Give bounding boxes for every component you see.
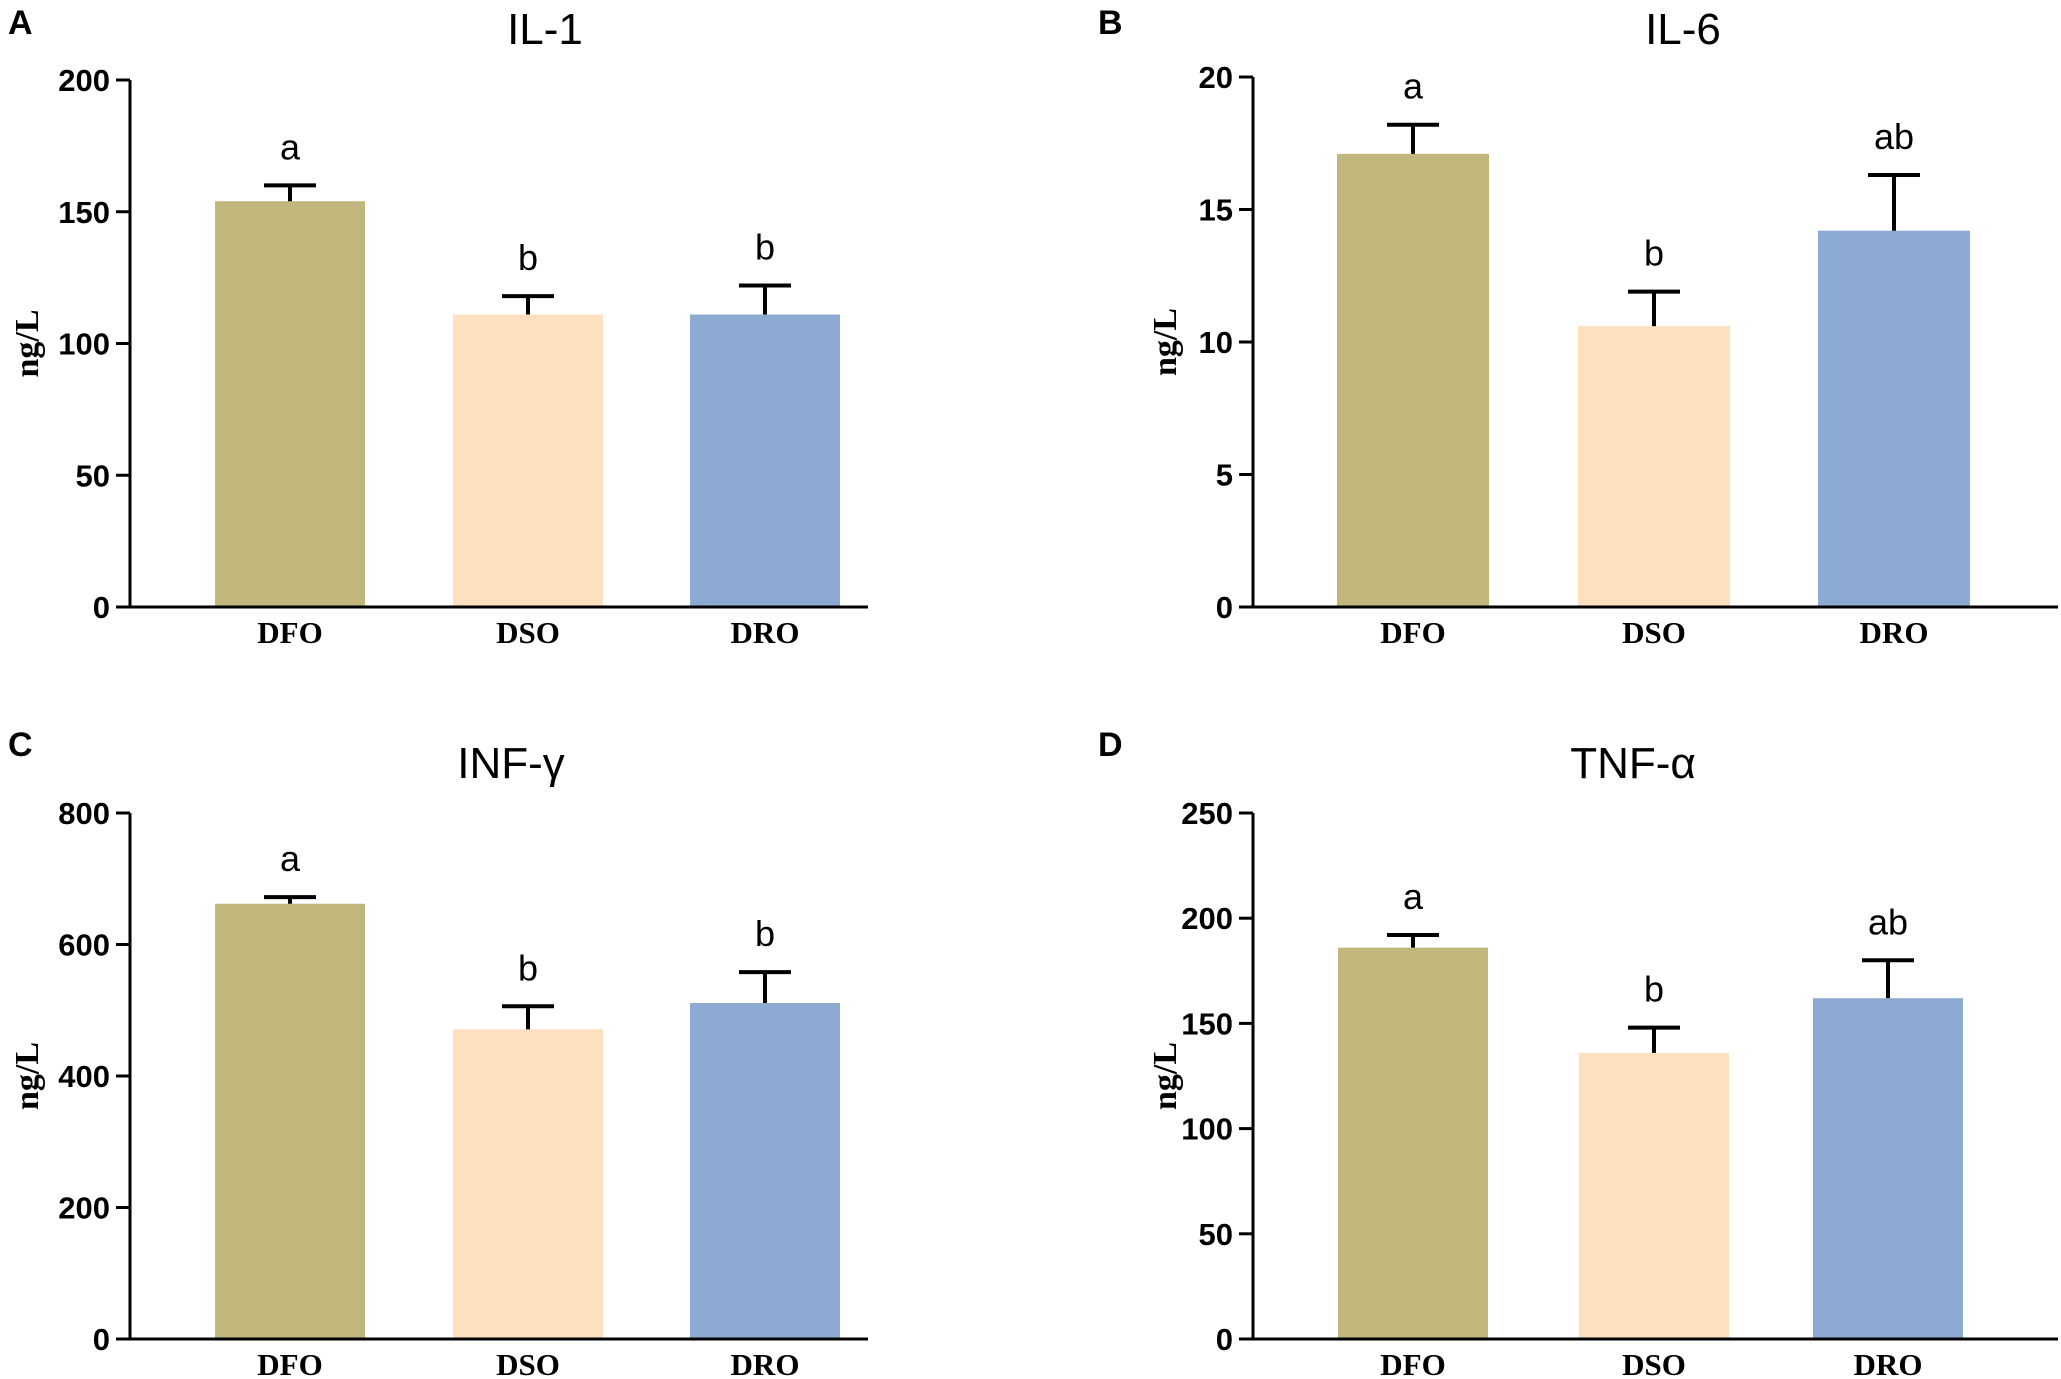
y-tick-label: 200: [58, 1191, 110, 1226]
y-axis-label: ng/L: [9, 1042, 46, 1110]
y-tick-label: 5: [1216, 458, 1233, 493]
significance-label: a: [280, 838, 301, 879]
bar-dro: [1813, 998, 1963, 1339]
x-tick-label: DFO: [257, 1347, 322, 1379]
y-tick-label: 100: [1181, 1112, 1233, 1147]
y-tick-label: 10: [1199, 325, 1233, 360]
chart-title: TNF-α: [1570, 739, 1696, 788]
bar-dro: [1818, 230, 1970, 607]
significance-label: b: [755, 913, 775, 954]
error-bar-dso: [1628, 1025, 1680, 1053]
x-tick-label: DRO: [1854, 1347, 1923, 1379]
significance-label: a: [1403, 66, 1424, 107]
panel-a: A IL-1 ng/L a DFO b DSO b DRO 0 50 100 150 200: [8, 4, 868, 650]
y-tick-label: 100: [58, 327, 110, 362]
x-tick-label: DSO: [1622, 615, 1686, 650]
y-axis-label: ng/L: [9, 309, 46, 377]
x-tick-label: DFO: [257, 615, 322, 650]
bar-dfo: [215, 903, 365, 1339]
x-tick-label: DSO: [1622, 1347, 1686, 1379]
x-tick-label: DFO: [1380, 1347, 1445, 1379]
x-tick-label: DSO: [496, 1347, 560, 1379]
y-tick-label: 150: [1181, 1006, 1233, 1041]
bar-dso: [453, 1029, 603, 1339]
y-tick-label: 0: [1216, 590, 1233, 625]
error-bar-dso: [502, 1004, 554, 1030]
y-tick-label: 400: [58, 1059, 110, 1094]
bar-dro: [690, 1003, 840, 1339]
significance-label: a: [1403, 876, 1424, 917]
y-tick-label: 0: [93, 590, 110, 625]
x-tick-label: DRO: [731, 615, 800, 650]
error-bar-dfo: [264, 183, 316, 202]
x-tick-label: DRO: [1860, 615, 1929, 650]
x-tick-label: DSO: [496, 615, 560, 650]
bar-dso: [453, 314, 603, 607]
error-bar-dro: [739, 970, 791, 1004]
y-tick-label: 15: [1199, 193, 1233, 228]
panel-letter: C: [8, 726, 33, 764]
y-tick-label: 250: [1181, 796, 1233, 831]
x-tick-label: DRO: [731, 1347, 800, 1379]
bar-dso: [1578, 326, 1730, 607]
y-tick-label: 800: [58, 796, 110, 831]
y-tick-label: 20: [1199, 60, 1233, 95]
y-tick-label: 50: [1199, 1217, 1233, 1252]
panel-letter: B: [1098, 4, 1123, 42]
y-tick-label: 0: [93, 1322, 110, 1357]
bar-dfo: [215, 201, 365, 607]
error-bar-dfo: [1387, 122, 1439, 154]
error-bar-dso: [1628, 289, 1680, 327]
chart-title: IL-6: [1645, 5, 1721, 54]
y-tick-label: 50: [76, 458, 110, 493]
error-bar-dfo: [264, 895, 316, 904]
bar-dso: [1579, 1052, 1729, 1339]
chart-title: IL-1: [507, 5, 583, 54]
significance-label: b: [755, 227, 775, 268]
y-axis-label: ng/L: [1147, 308, 1184, 376]
significance-label: b: [518, 947, 538, 988]
significance-label: ab: [1868, 901, 1908, 942]
bar-dfo: [1338, 947, 1488, 1339]
significance-label: a: [280, 126, 301, 167]
y-tick-label: 200: [58, 63, 110, 98]
y-tick-label: 150: [58, 195, 110, 230]
y-axis-label: ng/L: [1147, 1042, 1184, 1110]
panel-c: C INF-γ ng/L a DFO b DSO b DRO 0 200 400 600 800: [8, 726, 868, 1379]
y-tick-label: 200: [1181, 901, 1233, 936]
panel-letter: A: [8, 4, 33, 42]
error-bar-dso: [502, 294, 554, 315]
significance-label: ab: [1874, 116, 1914, 157]
bar-dro: [690, 314, 840, 607]
significance-label: b: [1644, 969, 1664, 1010]
significance-label: b: [1644, 233, 1664, 274]
panel-d: D TNF-α ng/L a DFO b DSO ab DRO 0 50 100 150 200 250: [1098, 726, 2058, 1379]
error-bar-dfo: [1387, 933, 1439, 948]
x-tick-label: DFO: [1380, 615, 1445, 650]
error-bar-dro: [739, 283, 791, 315]
error-bar-dro: [1862, 958, 1914, 999]
panel-letter: D: [1098, 726, 1123, 764]
chart-title: INF-γ: [457, 739, 565, 788]
panel-b: B IL-6 ng/L a DFO b DSO ab DRO 0 5 10 15 20: [1098, 4, 2058, 650]
error-bar-dro: [1868, 173, 1920, 231]
bar-dfo: [1337, 153, 1489, 607]
significance-label: b: [518, 237, 538, 278]
y-tick-label: 600: [58, 928, 110, 963]
y-tick-label: 0: [1216, 1322, 1233, 1357]
